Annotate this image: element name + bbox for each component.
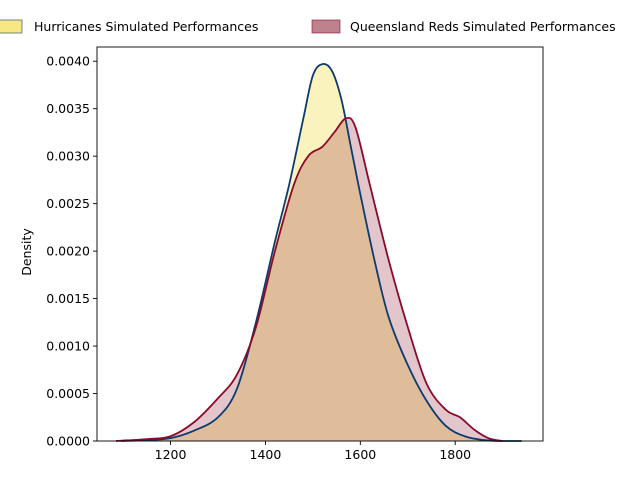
y-tick-label: 0.0020 [46,244,90,259]
y-tick-label: 0.0035 [46,101,90,116]
axes-frame [96,46,544,442]
y-tick-label: 0.0010 [46,339,90,354]
x-tick-label: 1200 [155,447,187,462]
plot-area [96,46,544,442]
x-tick-label: 1600 [344,447,376,462]
legend: Hurricanes Simulated Performances Queens… [0,19,616,34]
y-tick-label: 0.0005 [46,386,90,401]
y-axis: 0.0000 0.0005 0.0010 0.0015 0.0020 0.0025 0.00… [46,54,97,449]
density-line-queensland-reds [115,116,503,442]
x-axis: 1200 1400 1600 1800 [155,441,471,462]
y-tick-label: 0.0040 [46,54,90,69]
x-tick-label: 1800 [439,447,471,462]
legend-label-hurricanes: Hurricanes Simulated Performances [34,19,258,34]
y-tick-label: 0.0000 [46,434,90,449]
density-area-hurricanes [120,63,522,441]
legend-swatch-queensland-reds [311,19,341,34]
y-tick-label: 0.0025 [46,196,90,211]
density-area-queensland-reds [115,117,503,441]
x-tick-label: 1400 [250,447,282,462]
y-tick-label: 0.0015 [46,291,90,306]
legend-swatch-hurricanes [0,19,23,34]
y-tick-label: 0.0030 [46,149,90,164]
y-axis-title: Density [19,228,34,276]
legend-label-queensland-reds: Queensland Reds Simulated Performances [350,19,616,34]
density-line-hurricanes [120,63,522,442]
